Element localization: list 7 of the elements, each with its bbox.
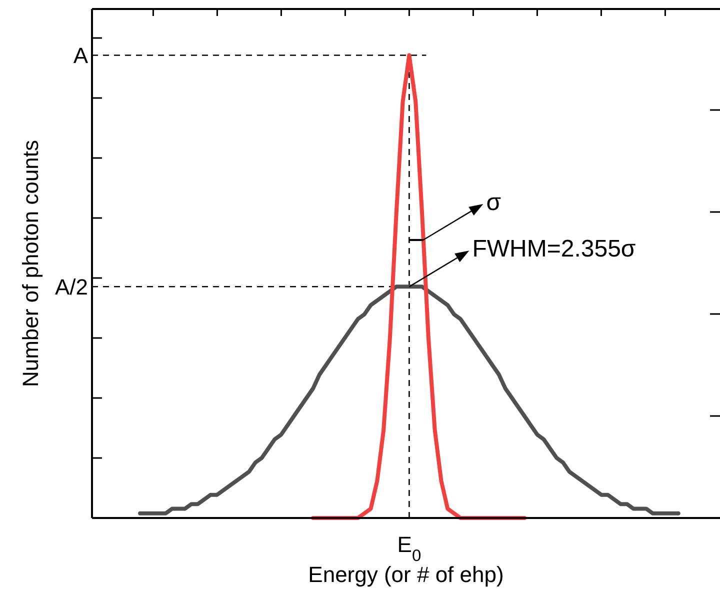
y-axis-title: Number of photon counts	[18, 140, 43, 388]
text: E$_{0}$	[397, 532, 422, 565]
annotation: σ	[486, 189, 502, 216]
x-axis-title: Energy (or # of ehp)	[308, 562, 504, 587]
text: A	[73, 42, 88, 68]
annotation: FWHM=2.355σ	[472, 236, 636, 263]
text: A/2	[54, 274, 88, 300]
